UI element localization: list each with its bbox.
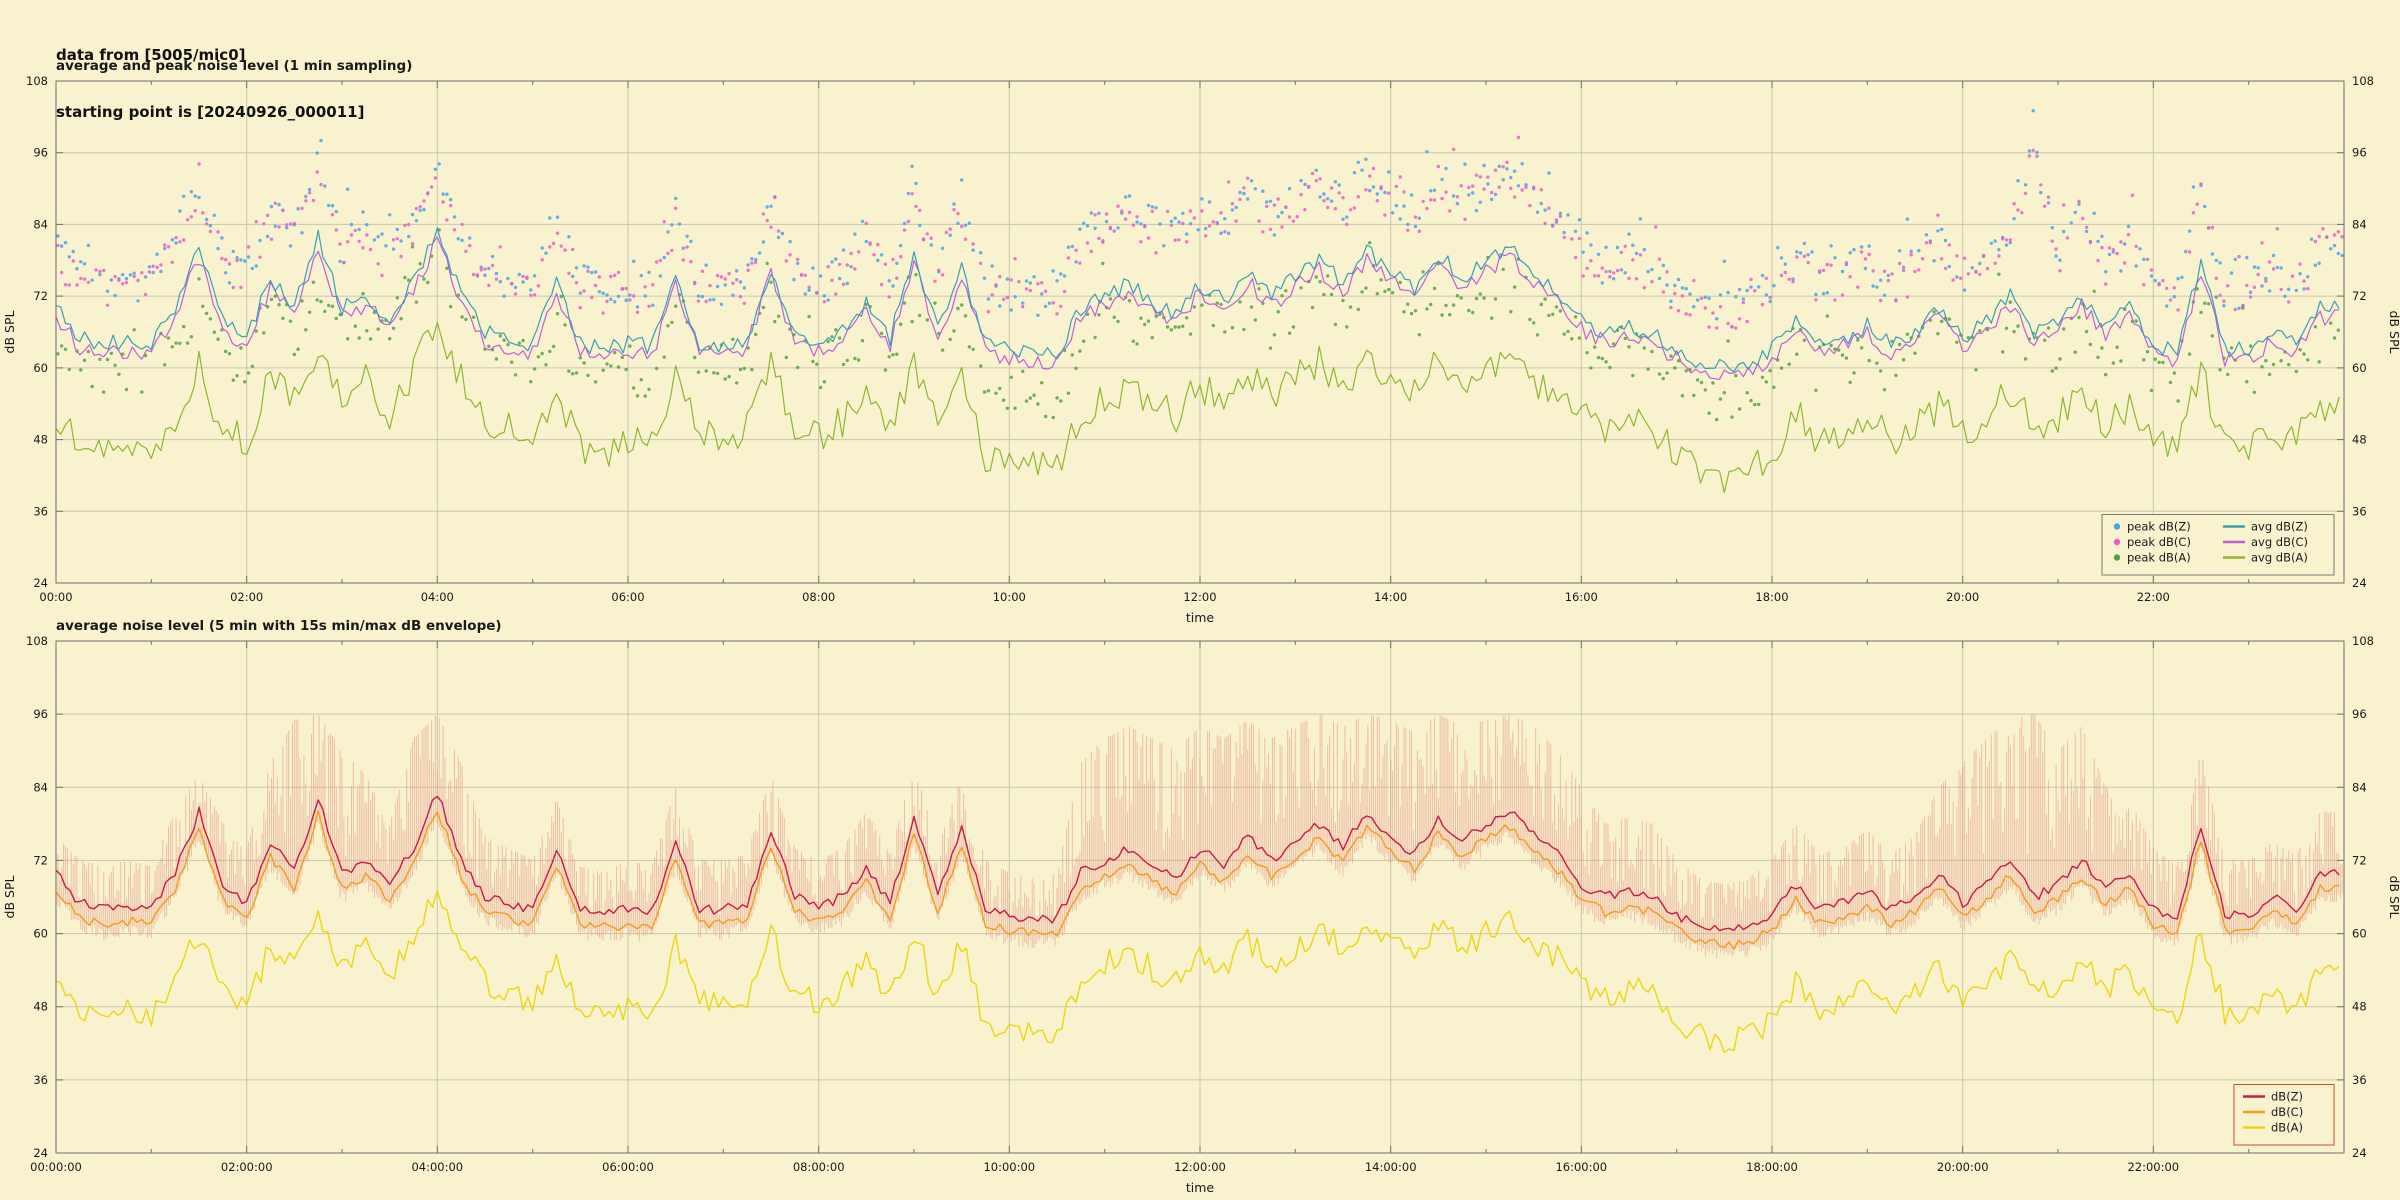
legend-label: avg dB(A) [2251, 551, 2308, 565]
series-avg-db-a- [55, 321, 2340, 494]
y-tick-label-right: 96 [2352, 146, 2367, 160]
x-tick-label: 10:00 [993, 590, 1026, 604]
y-axis-label-left: dB SPL [2, 876, 17, 919]
legend-marker-dot [2113, 538, 2121, 546]
y-tick-label-left: 84 [33, 780, 48, 794]
y-tick-label-right: 108 [2352, 74, 2374, 88]
x-tick-label: 04:00:00 [411, 1160, 463, 1174]
x-axis-label: time [1186, 610, 1215, 625]
y-tick-label-right: 84 [2352, 780, 2367, 794]
x-tick-label: 06:00 [611, 590, 644, 604]
x-tick-label: 08:00 [802, 590, 835, 604]
legend-label: peak dB(C) [2127, 535, 2191, 549]
chart-title: average and peak noise level (1 min samp… [56, 58, 412, 74]
x-tick-label: 00:00:00 [30, 1160, 82, 1174]
y-tick-label-right: 36 [2352, 504, 2367, 518]
series-peak-db-a- [56, 228, 2340, 422]
series-peak-db-c- [56, 135, 2344, 330]
chart-title: average noise level (5 min with 15s min/… [56, 618, 502, 634]
series-avg-db-z- [55, 227, 2340, 373]
legend: dB(Z)dB(C) dB(A) [2233, 1084, 2335, 1146]
y-tick-label-right: 24 [2352, 576, 2367, 590]
y-tick-label-right: 24 [2352, 1146, 2367, 1160]
bottom-chart-canvas: 24 24 36 36 48 48 60 60 72 72 84 84 96 96 108 108 00:00:… [2, 618, 2400, 1195]
y-tick-label-left: 108 [26, 74, 48, 88]
x-tick-label: 22:00 [2137, 590, 2170, 604]
series-db-c- [55, 810, 2340, 950]
x-tick-label: 16:00 [1565, 590, 1598, 604]
y-tick-label-right: 48 [2352, 1000, 2367, 1014]
x-tick-label: 04:00 [421, 590, 454, 604]
y-tick-label-left: 24 [33, 576, 48, 590]
x-tick-label: 12:00:00 [1174, 1160, 1226, 1174]
x-tick-label: 12:00 [1183, 590, 1216, 604]
y-tick-label-left: 84 [33, 217, 48, 231]
legend-label: dB(C) [2271, 1105, 2303, 1119]
y-tick-label-left: 60 [33, 927, 48, 941]
legend: peak dB(Z)peak dB(C)peak dB(A)avg dB(Z)a… [2101, 514, 2335, 576]
y-tick-label-left: 48 [33, 1000, 48, 1014]
y-tick-label-right: 108 [2352, 634, 2374, 648]
y-tick-label-right: 36 [2352, 1073, 2367, 1087]
legend-label: dB(Z) [2271, 1090, 2303, 1104]
axis-labels: 24 24 36 36 48 48 60 60 72 72 84 84 96 96 108 108 00:00:… [2, 634, 2400, 1195]
legend-marker-dot [2113, 554, 2121, 561]
x-tick-label: 20:00 [1946, 590, 1979, 604]
y-tick-label-right: 48 [2352, 433, 2367, 447]
y-tick-label-left: 24 [33, 1146, 48, 1160]
legend-label: dB(A) [2271, 1121, 2303, 1135]
y-tick-label-left: 36 [33, 1073, 48, 1087]
figure-header: data from [5005/mic0] starting point is … [56, 8, 364, 160]
y-tick-label-left: 96 [33, 146, 48, 160]
axis-ticks [55, 640, 2345, 1154]
legend-box [2233, 1084, 2335, 1146]
y-tick-label-right: 72 [2352, 853, 2367, 867]
top-chart-canvas: 24 24 36 36 48 48 60 60 72 72 84 84 96 96 108 108 00:00 0… [2, 58, 2400, 625]
y-tick-label-left: 48 [33, 433, 48, 447]
grid [55, 80, 2344, 584]
y-tick-label-left: 72 [33, 289, 48, 303]
y-tick-label-left: 36 [33, 504, 48, 518]
y-axis-label-right: dB SPL [2387, 876, 2400, 919]
x-tick-label: 20:00:00 [1937, 1160, 1989, 1174]
series-db-a- [55, 889, 2340, 1054]
series-db-z- [55, 795, 2340, 932]
x-tick-label: 14:00:00 [1365, 1160, 1417, 1174]
y-axis-label-left: dB SPL [2, 311, 17, 354]
x-tick-label: 18:00:00 [1746, 1160, 1798, 1174]
x-tick-label: 02:00:00 [221, 1160, 273, 1174]
legend-label: avg dB(Z) [2251, 520, 2308, 534]
y-tick-label-right: 84 [2352, 217, 2367, 231]
y-tick-label-right: 60 [2352, 361, 2367, 375]
axis-labels: 24 24 36 36 48 48 60 60 72 72 84 84 96 96 108 108 00:00 0… [2, 74, 2400, 625]
header-data-source: data from [5005/mic0] [56, 46, 246, 64]
legend-label: peak dB(Z) [2127, 520, 2191, 534]
y-tick-label-left: 60 [33, 361, 48, 375]
x-tick-label: 10:00:00 [983, 1160, 1035, 1174]
y-tick-label-right: 96 [2352, 707, 2367, 721]
y-tick-label-left: 108 [26, 634, 48, 648]
header-start-point: starting point is [20240926_000011] [56, 103, 365, 121]
axis-ticks [55, 80, 2345, 584]
legend-marker-dot [2113, 523, 2121, 530]
legend-label: peak dB(A) [2127, 551, 2191, 565]
x-tick-label: 02:00 [230, 590, 263, 604]
series-avg-db-c- [55, 236, 2340, 380]
x-tick-label: 16:00:00 [1555, 1160, 1607, 1174]
legend-box [2101, 514, 2335, 576]
x-tick-label: 06:00:00 [602, 1160, 654, 1174]
y-tick-label-left: 96 [33, 707, 48, 721]
x-tick-label: 00:00 [39, 590, 72, 604]
legend-label: avg dB(C) [2251, 535, 2308, 549]
y-tick-label-left: 72 [33, 853, 48, 867]
x-axis-label: time [1186, 1180, 1215, 1195]
x-tick-label: 18:00 [1755, 590, 1788, 604]
y-tick-label-right: 60 [2352, 927, 2367, 941]
x-tick-label: 14:00 [1374, 590, 1407, 604]
y-tick-label-right: 72 [2352, 289, 2367, 303]
x-tick-label: 22:00:00 [2127, 1160, 2179, 1174]
x-tick-label: 08:00:00 [793, 1160, 845, 1174]
y-axis-label-right: dB SPL [2387, 311, 2400, 354]
